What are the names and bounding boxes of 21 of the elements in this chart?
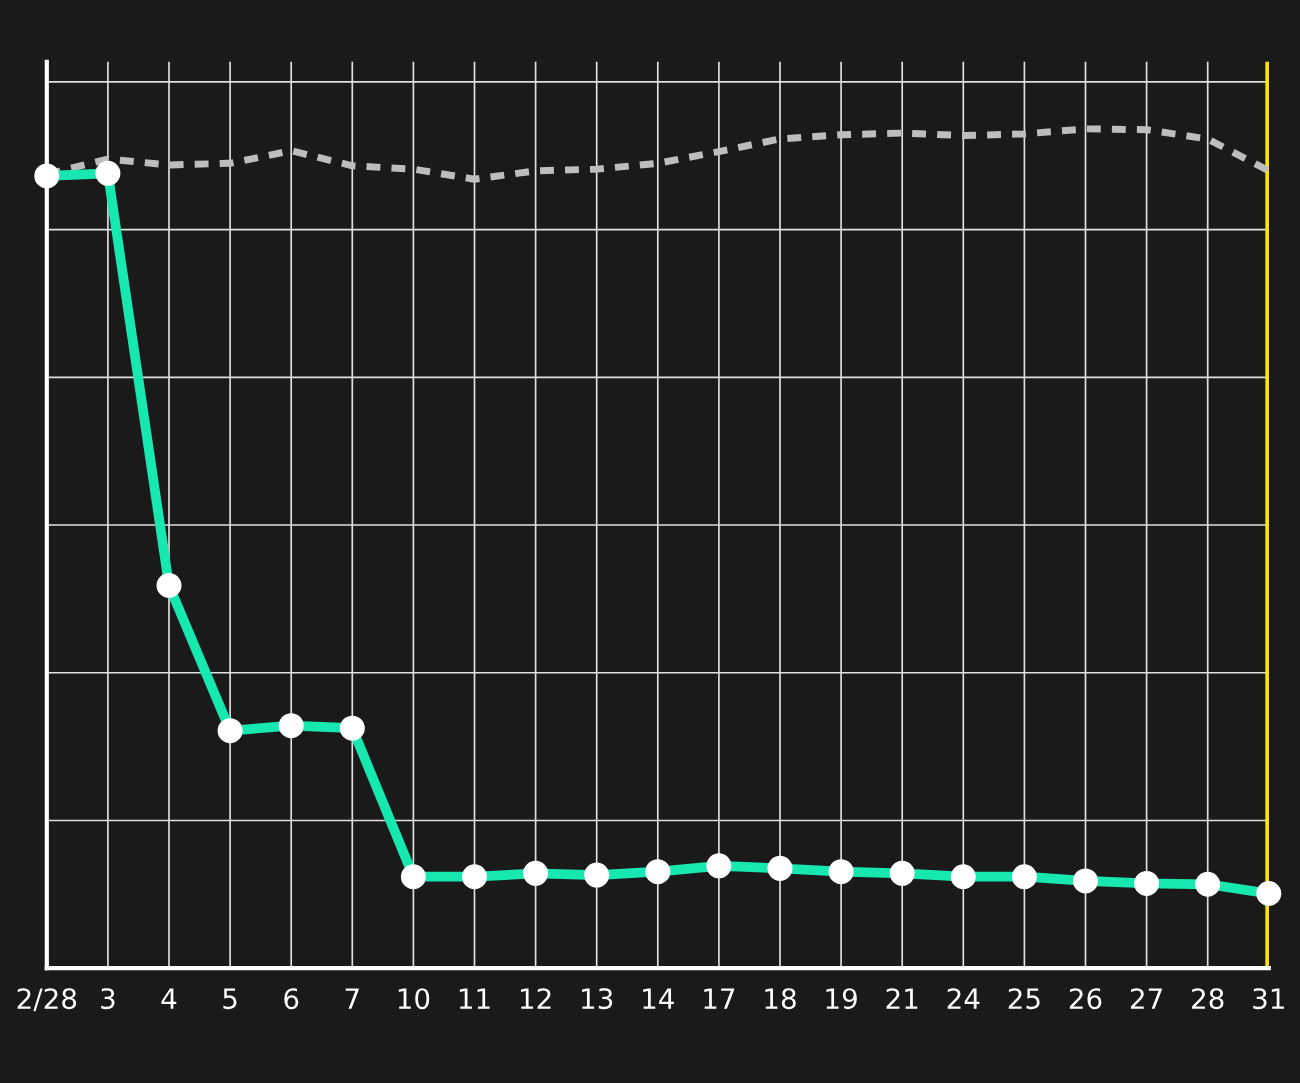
x-tick-label: 2/28 xyxy=(17,988,77,1012)
x-tick-label: 19 xyxy=(826,988,857,1010)
x-tick-label: 5 xyxy=(223,988,237,1010)
x-tick-label: 28 xyxy=(1192,988,1224,1010)
x-tick-label: 10 xyxy=(398,988,430,1010)
x-tick-label: 7 xyxy=(345,988,359,1009)
x-tick-label: 26 xyxy=(1069,988,1102,1010)
x-tick-label: 18 xyxy=(765,988,796,1010)
x-tick-label: 14 xyxy=(643,988,674,1009)
x-tick-label: 31 xyxy=(1253,988,1284,1010)
x-tick-label: 11 xyxy=(459,988,490,1009)
x-tick-label: 25 xyxy=(1008,988,1040,1010)
x-tick-label: 21 xyxy=(886,988,918,1009)
x-tick-label: 13 xyxy=(582,988,613,1010)
x-tick-label: 4 xyxy=(161,988,177,1009)
x-tick-label: 12 xyxy=(520,988,551,1009)
x-tick-label: 6 xyxy=(284,988,299,1010)
x-tick-label: 27 xyxy=(1130,988,1162,1009)
x-tick-label: 17 xyxy=(704,988,735,1009)
x-tick-label: 24 xyxy=(947,988,980,1009)
x-tick-label: 3 xyxy=(101,988,115,1010)
